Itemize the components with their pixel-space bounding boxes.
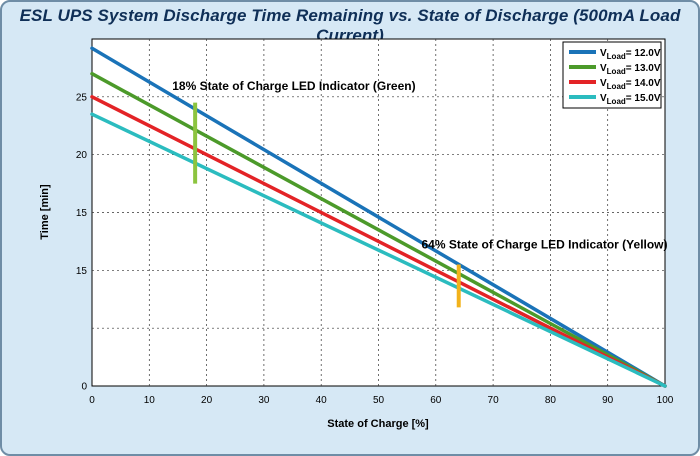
x-axis-label: State of Charge [%] [327, 418, 429, 430]
x-tick-label: 10 [144, 395, 156, 406]
x-tick-label: 40 [316, 395, 328, 406]
x-tick-label: 100 [657, 395, 674, 406]
y-tick-label: 20 [76, 150, 88, 161]
x-axis-ticks: 0 10 20 30 40 50 60 70 80 90 100 [89, 395, 674, 406]
x-tick-label: 0 [89, 395, 95, 406]
annotation-text: 18% State of Charge LED Indicator (Green… [172, 79, 415, 93]
annotation-text: 64% State of Charge LED Indicator (Yello… [421, 237, 667, 251]
legend-entry: VLoad= 15.0V [600, 93, 661, 106]
y-tick-label: 25 [76, 92, 88, 103]
y-tick-label: 0 [81, 382, 87, 393]
x-tick-label: 30 [258, 395, 270, 406]
legend-entry: VLoad= 12.0V [600, 48, 661, 61]
series-line [90, 71, 667, 388]
y-tick-label: 15 [76, 208, 88, 219]
indicator-markers [193, 102, 461, 308]
x-tick-label: 50 [373, 395, 385, 406]
annotations: 18% State of Charge LED Indicator (Green… [172, 79, 667, 251]
x-tick-label: 70 [488, 395, 500, 406]
grid-lines [92, 39, 665, 386]
y-tick-label: 15 [76, 266, 88, 277]
series-line [90, 112, 667, 388]
x-tick-label: 60 [430, 395, 442, 406]
series-line [90, 95, 667, 388]
y-axis-label: Time [min] [39, 184, 51, 240]
y-axis-ticks: 0 15 15 20 25 [76, 92, 88, 392]
legend-entry: VLoad= 13.0V [600, 63, 661, 76]
legend: VLoad= 12.0V VLoad= 13.0V VLoad= 14.0V VLoa… [562, 41, 662, 109]
series-lines [90, 46, 667, 388]
legend-entry: VLoad= 14.0V [600, 78, 661, 91]
x-tick-label: 90 [602, 395, 614, 406]
x-tick-label: 80 [545, 395, 557, 406]
series-line [90, 46, 667, 388]
x-tick-label: 20 [201, 395, 213, 406]
